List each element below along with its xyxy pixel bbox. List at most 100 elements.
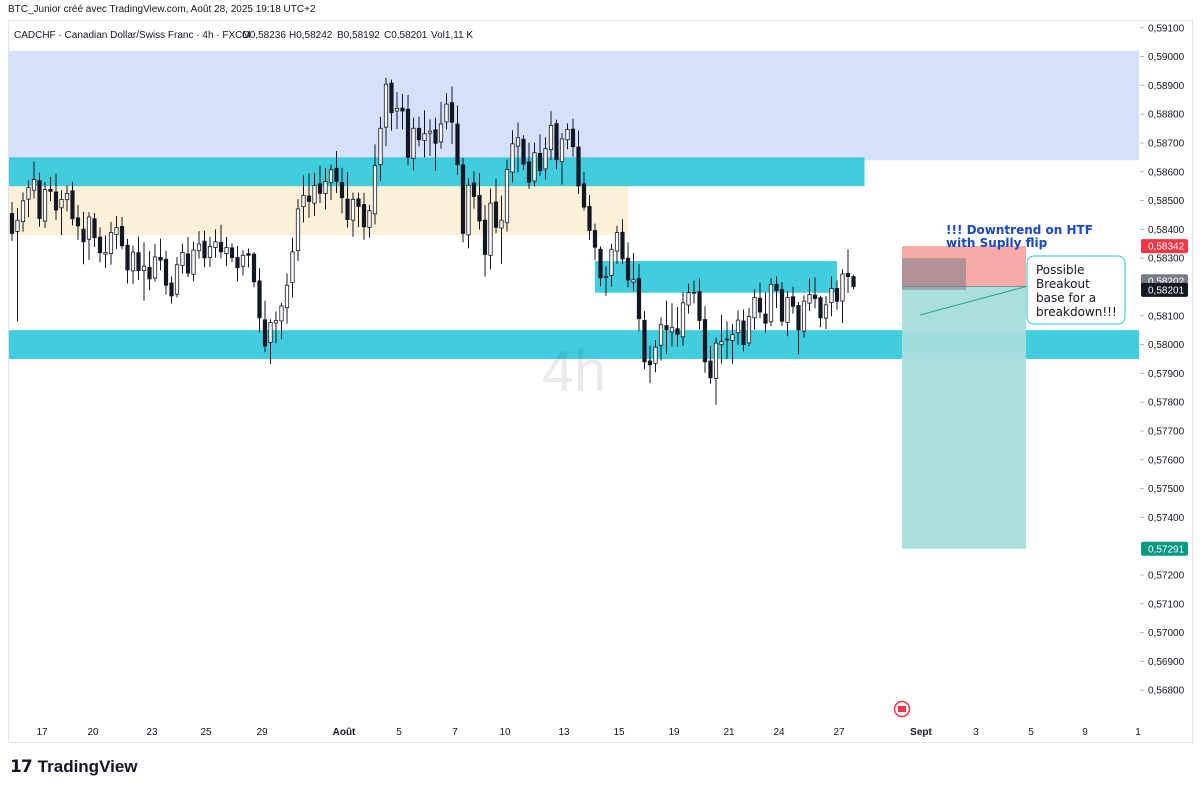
candle[interactable]	[295, 199, 301, 262]
candle[interactable]	[851, 274, 856, 290]
candle[interactable]	[724, 321, 730, 359]
flag-icon[interactable]	[893, 700, 911, 718]
candle[interactable]	[235, 246, 240, 282]
candle[interactable]	[823, 295, 829, 330]
candle[interactable]	[306, 173, 312, 218]
candle[interactable]	[191, 241, 196, 282]
candle[interactable]	[119, 216, 125, 250]
candle[interactable]	[31, 161, 37, 199]
candle[interactable]	[504, 159, 510, 232]
candle[interactable]	[334, 151, 339, 194]
take-profit-zone[interactable]	[902, 286, 1026, 549]
candle[interactable]	[356, 192, 361, 228]
breakout-callout-box[interactable]	[1026, 255, 1126, 325]
zone-breakout-base[interactable]	[595, 261, 837, 293]
time-axis[interactable]: 17 20 23 25 29 Août 5 7 10 13 15 19 21 24 27 Sept 3 5 9 1	[36, 727, 1141, 738]
candle[interactable]	[59, 190, 64, 236]
candle[interactable]	[752, 289, 757, 330]
candle[interactable]	[532, 142, 537, 187]
candle[interactable]	[372, 144, 378, 225]
candle[interactable]	[537, 134, 543, 176]
tradingview-logo[interactable]: 17 TradingView	[10, 757, 138, 777]
candle[interactable]	[147, 251, 152, 291]
candle[interactable]	[609, 243, 614, 287]
candle[interactable]	[499, 195, 504, 264]
candle[interactable]	[741, 309, 746, 352]
candle[interactable]	[229, 243, 235, 262]
candle[interactable]	[455, 105, 460, 175]
candle[interactable]	[521, 135, 526, 171]
candle[interactable]	[697, 278, 702, 330]
candle[interactable]	[268, 319, 273, 364]
candle[interactable]	[691, 280, 697, 304]
candle[interactable]	[92, 212, 97, 247]
candle[interactable]	[169, 276, 174, 304]
candle[interactable]	[620, 219, 625, 265]
candle[interactable]	[658, 317, 664, 361]
candle[interactable]	[680, 292, 686, 347]
candle[interactable]	[141, 242, 147, 301]
candle[interactable]	[565, 123, 570, 150]
candle[interactable]	[114, 216, 119, 249]
candle[interactable]	[785, 291, 790, 337]
candle[interactable]	[42, 182, 48, 228]
candle[interactable]	[20, 192, 26, 232]
candle[interactable]	[829, 276, 834, 317]
candle[interactable]	[196, 231, 202, 259]
candle[interactable]	[240, 250, 246, 276]
candle[interactable]	[411, 117, 416, 171]
candle[interactable]	[779, 282, 785, 326]
candle[interactable]	[466, 178, 471, 249]
candle[interactable]	[224, 236, 229, 266]
candle[interactable]	[433, 117, 438, 171]
candle[interactable]	[389, 79, 394, 131]
candle[interactable]	[559, 133, 565, 185]
candle[interactable]	[812, 277, 818, 309]
candle[interactable]	[581, 171, 587, 211]
candle[interactable]	[493, 178, 499, 234]
candle[interactable]	[768, 278, 774, 327]
candle[interactable]	[790, 286, 796, 314]
price-axis[interactable]: 0,59100 0,59000 0,58900 0,58800 0,58700 0,586…	[1140, 23, 1188, 697]
candle[interactable]	[37, 172, 42, 227]
candle[interactable]	[416, 116, 422, 147]
candle[interactable]	[526, 142, 532, 189]
candle[interactable]	[801, 295, 807, 338]
candle[interactable]	[207, 236, 213, 267]
candle[interactable]	[174, 257, 180, 298]
candle[interactable]	[394, 92, 400, 129]
candle[interactable]	[81, 211, 86, 265]
candle[interactable]	[449, 86, 455, 144]
candle[interactable]	[422, 110, 427, 158]
candle[interactable]	[328, 164, 334, 200]
candle[interactable]	[262, 300, 268, 353]
candle[interactable]	[807, 278, 812, 311]
candle[interactable]	[383, 77, 389, 147]
candle[interactable]	[757, 282, 763, 319]
candle[interactable]	[625, 242, 631, 288]
candle[interactable]	[246, 248, 251, 268]
candle[interactable]	[576, 130, 581, 194]
candle[interactable]	[840, 269, 845, 323]
candle[interactable]	[350, 192, 356, 237]
candle[interactable]	[130, 245, 136, 285]
candle[interactable]	[471, 171, 477, 209]
candle[interactable]	[53, 173, 59, 220]
candle[interactable]	[642, 311, 647, 370]
candle[interactable]	[290, 237, 295, 298]
candle[interactable]	[774, 276, 779, 309]
candle[interactable]	[664, 300, 669, 355]
candle[interactable]	[845, 249, 851, 294]
candle[interactable]	[378, 116, 383, 181]
candle[interactable]	[185, 236, 191, 278]
candle[interactable]	[136, 236, 141, 281]
candle[interactable]	[477, 173, 482, 230]
candle[interactable]	[345, 172, 350, 228]
candle[interactable]	[647, 345, 653, 384]
candle[interactable]	[482, 205, 488, 277]
candle[interactable]	[317, 165, 323, 204]
candle[interactable]	[570, 118, 576, 157]
candle[interactable]	[361, 192, 367, 240]
candle[interactable]	[64, 185, 70, 212]
candle[interactable]	[15, 208, 20, 322]
